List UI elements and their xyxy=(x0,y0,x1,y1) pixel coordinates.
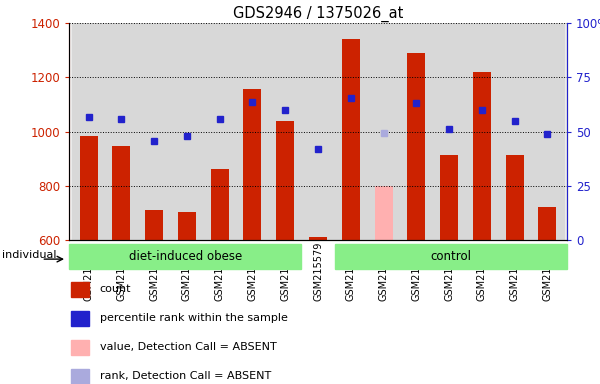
Text: value, Detection Call = ABSENT: value, Detection Call = ABSENT xyxy=(100,343,277,353)
Bar xyxy=(374,186,392,240)
Bar xyxy=(236,23,269,240)
Bar xyxy=(538,207,556,240)
Bar xyxy=(302,23,334,240)
Text: diet-induced obese: diet-induced obese xyxy=(128,250,242,263)
Bar xyxy=(433,23,466,240)
Bar xyxy=(203,23,236,240)
Text: individual: individual xyxy=(2,250,56,260)
Bar xyxy=(244,89,262,240)
Bar xyxy=(105,23,138,240)
Bar xyxy=(334,23,367,240)
Bar xyxy=(466,23,498,240)
Bar xyxy=(276,121,294,240)
Bar xyxy=(138,23,170,240)
Bar xyxy=(400,23,433,240)
Text: percentile rank within the sample: percentile rank within the sample xyxy=(100,313,287,323)
Bar xyxy=(71,340,89,355)
Bar xyxy=(367,23,400,240)
Bar xyxy=(342,39,360,240)
Bar xyxy=(407,53,425,240)
Bar xyxy=(71,369,89,384)
Bar xyxy=(309,237,327,240)
Text: control: control xyxy=(430,250,472,263)
Bar xyxy=(170,23,203,240)
Bar xyxy=(440,156,458,240)
Bar xyxy=(71,311,89,326)
Bar xyxy=(211,169,229,240)
Title: GDS2946 / 1375026_at: GDS2946 / 1375026_at xyxy=(233,5,403,22)
Bar xyxy=(178,212,196,240)
Bar xyxy=(498,23,531,240)
Text: count: count xyxy=(100,285,131,295)
Text: rank, Detection Call = ABSENT: rank, Detection Call = ABSENT xyxy=(100,371,271,381)
Bar xyxy=(531,23,564,240)
Bar xyxy=(72,23,105,240)
Bar xyxy=(80,136,98,240)
Bar xyxy=(473,72,491,240)
Bar xyxy=(69,245,301,269)
Bar xyxy=(112,146,130,240)
Bar xyxy=(335,245,567,269)
Bar xyxy=(269,23,302,240)
Bar xyxy=(71,282,89,297)
Bar xyxy=(145,210,163,240)
Bar xyxy=(506,156,524,240)
